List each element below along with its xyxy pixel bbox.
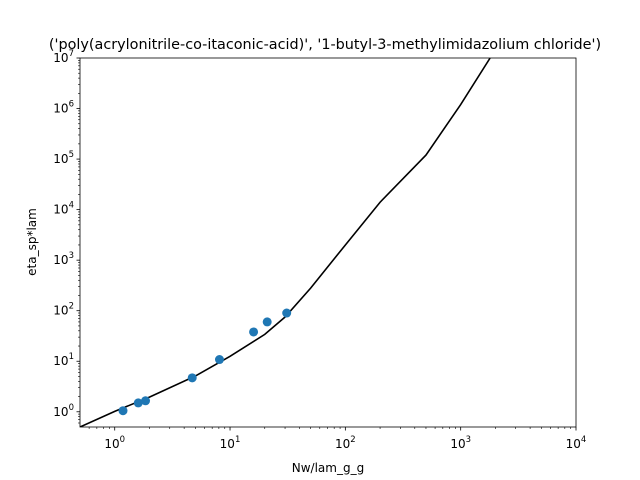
y-tick-label: 103: [53, 251, 74, 267]
x-tick-label: 100: [104, 435, 125, 451]
data-point: [141, 396, 151, 406]
x-tick-label: 102: [335, 435, 356, 451]
data-point: [262, 317, 272, 327]
y-tick-label: 104: [53, 201, 74, 217]
y-tick-label: 106: [53, 100, 74, 116]
chart-title: ('poly(acrylonitrile-co-itaconic-acid)',…: [49, 37, 601, 53]
y-axis: 100 101 102 103 104 105 106 107: [53, 49, 80, 424]
data-point: [187, 373, 197, 383]
data-point: [214, 355, 224, 365]
y-axis-label: eta_sp*lam: [25, 208, 39, 276]
y-tick-label: 107: [53, 49, 74, 65]
data-point: [118, 406, 128, 416]
x-tick-label: 101: [220, 435, 241, 451]
x-axis: 100 101 102 103 104: [88, 427, 587, 451]
y-tick-label: 105: [53, 150, 74, 166]
data-point: [282, 308, 292, 318]
plot-area: [80, 58, 491, 427]
axes-frame: [79, 57, 577, 428]
y-tick-label: 102: [53, 302, 74, 318]
x-tick-label: 104: [566, 435, 587, 451]
x-tick-label: 103: [450, 435, 471, 451]
data-point: [133, 398, 143, 408]
y-tick-label: 101: [53, 352, 74, 368]
x-axis-label: Nw/lam_g_g: [292, 461, 364, 475]
data-point: [249, 327, 259, 337]
y-tick-label: 100: [53, 403, 74, 419]
